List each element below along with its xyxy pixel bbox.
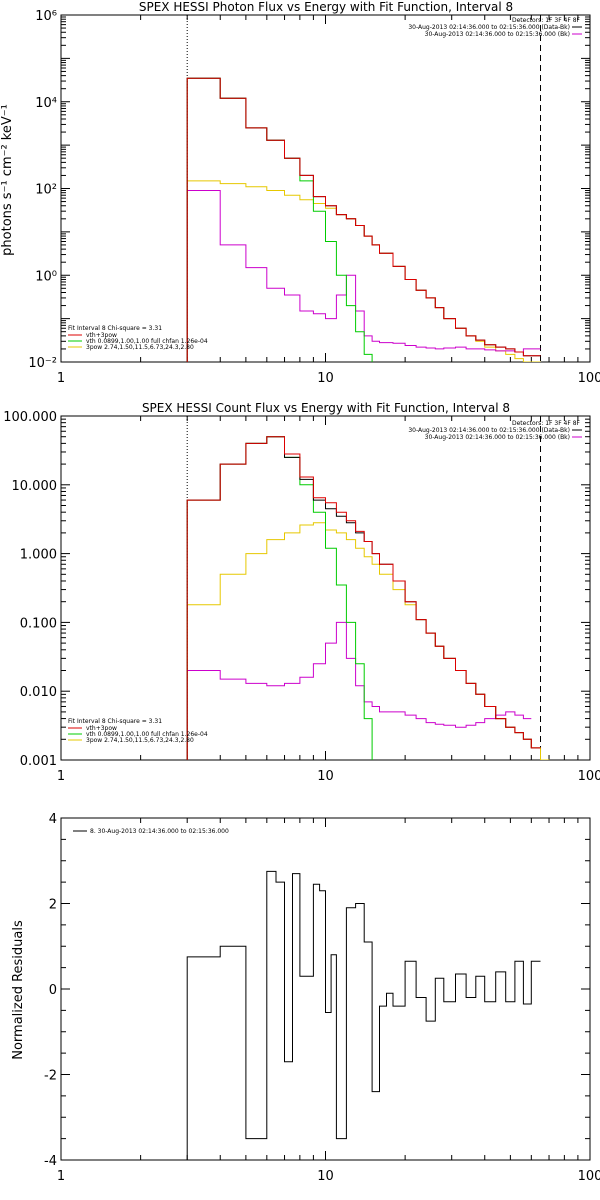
- x-tick-label: 10: [317, 1169, 334, 1184]
- legend-entry: 30-Aug-2013 02:14:36.000 to 02:15:36.000…: [425, 31, 570, 38]
- legend-entry: 30-Aug-2013 02:14:36.000 to 02:15:36.000…: [408, 24, 570, 31]
- x-tick-label: 10: [317, 371, 334, 386]
- series-line: [186, 77, 373, 362]
- y-axis-label: Normalized Residuals: [11, 920, 26, 1060]
- panel-title: SPEX HESSI Count Flux vs Energy with Fit…: [142, 401, 510, 415]
- photon-flux-panel: SPEX HESSI Photon Flux vs Energy with Fi…: [0, 0, 600, 386]
- legend-entry: vth+3pow: [86, 725, 117, 732]
- x-tick-label: 1: [57, 1169, 65, 1184]
- y-tick-label: 0.100: [20, 616, 57, 631]
- x-tick-label: 100: [578, 769, 600, 784]
- x-tick-label: 1: [57, 769, 65, 784]
- y-tick-label: 1.000: [20, 548, 57, 563]
- series-line: [186, 436, 373, 760]
- x-tick-label: 10: [317, 769, 334, 784]
- legend-entry: 3pow 2.74,1.50,11.5,6.73,24.3,2.80: [86, 737, 194, 744]
- y-tick-label: 10.000: [12, 479, 58, 494]
- legend-entry: 30-Aug-2013 02:14:36.000 to 02:15:36.000…: [425, 434, 570, 441]
- legend-header: Detectors: 1F 3F 4F 8F: [512, 17, 581, 24]
- series-line: [186, 190, 541, 362]
- legend-entry: 3pow 2.74,1.50,11.5,6.73,24.3,2.80: [86, 344, 194, 351]
- residuals-panel: Normalized Residuals 1 10 100 -4 -2 0 2 4 8. 30-…: [11, 812, 600, 1184]
- x-tick-label: 1: [57, 371, 65, 386]
- legend-entry: vth 0.0899,1.00,1.00 full chfan 1.26e-04: [86, 731, 208, 738]
- series-line: [186, 621, 532, 760]
- y-tick-label: 0: [49, 983, 57, 998]
- y-tick-label: 10²: [35, 183, 57, 198]
- legend-entry: 8. 30-Aug-2013 02:14:36.000 to 02:15:36.…: [90, 828, 229, 835]
- series-line: [186, 870, 541, 1160]
- plot-frame: [60, 415, 591, 761]
- y-tick-label: 10⁴: [35, 96, 57, 111]
- series-line: [186, 436, 541, 760]
- y-tick-label: 10⁶: [35, 9, 57, 24]
- y-tick-label: 0.010: [20, 685, 57, 700]
- y-tick-label: 10⁰: [35, 269, 57, 284]
- legend-header: Fit Interval 8 Chi-square = 3.31: [68, 325, 162, 332]
- y-tick-label: -2: [44, 1069, 57, 1084]
- count-flux-panel: SPEX HESSI Count Flux vs Energy with Fit…: [3, 401, 600, 784]
- legend-entry: vth 0.0899,1.00,1.00 full chfan 1.26e-04: [86, 338, 208, 345]
- y-tick-label: 4: [49, 812, 57, 827]
- y-tick-label: -4: [44, 1154, 57, 1169]
- plot-frame: [60, 14, 591, 363]
- series-line: [186, 522, 550, 760]
- legend-entry: vth+3pow: [86, 332, 117, 339]
- legend-header: Detectors: 1F 3F 4F 8F: [512, 420, 581, 427]
- legend-header: Fit Interval 8 Chi-square = 3.31: [68, 718, 162, 725]
- x-tick-label: 100: [578, 371, 600, 386]
- panel-title: SPEX HESSI Photon Flux vs Energy with Fi…: [139, 0, 513, 14]
- y-tick-label: 100.000: [3, 410, 57, 425]
- y-tick-label: 10⁻²: [28, 356, 57, 371]
- legend-entry: 30-Aug-2013 02:14:36.000 to 02:15:36.000…: [408, 427, 570, 434]
- y-tick-label: 2: [49, 898, 57, 913]
- y-axis-label: photons s⁻¹ cm⁻² keV⁻¹: [0, 104, 15, 256]
- x-tick-label: 100: [578, 1169, 600, 1184]
- series-line: [186, 77, 541, 362]
- y-tick-label: 0.001: [20, 754, 57, 769]
